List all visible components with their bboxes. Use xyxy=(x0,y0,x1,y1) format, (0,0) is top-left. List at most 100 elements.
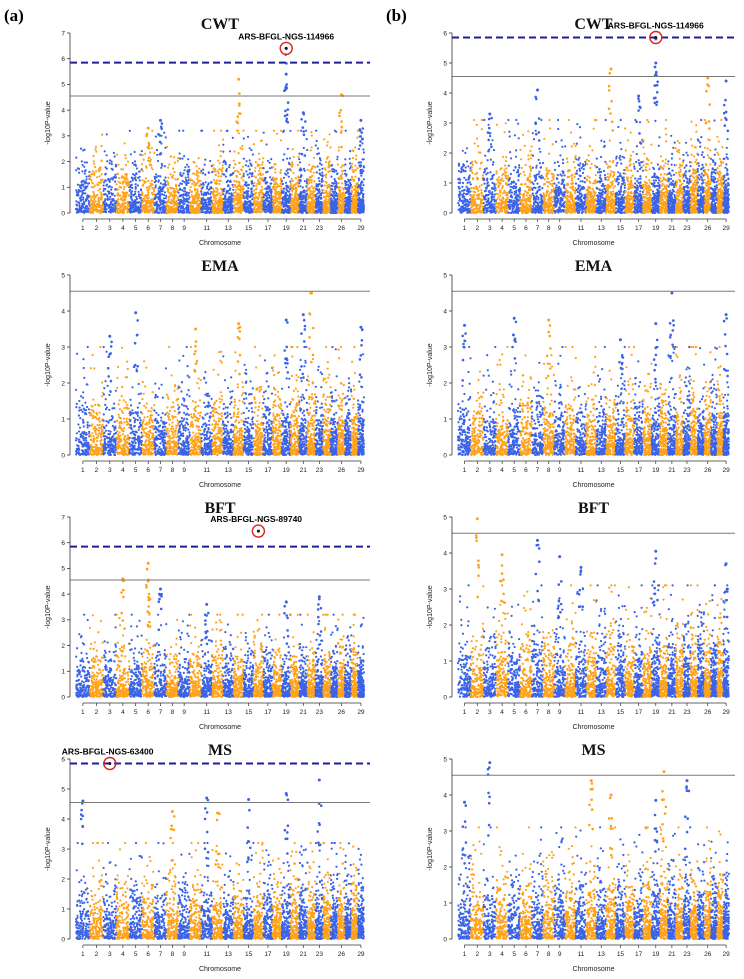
snp-point xyxy=(75,189,77,191)
snp-point xyxy=(157,175,159,177)
snp-point xyxy=(266,181,268,183)
snp-point xyxy=(217,193,219,195)
snp-point xyxy=(243,195,245,197)
snp-point xyxy=(92,182,94,184)
snp-point xyxy=(161,165,163,167)
snp-point xyxy=(197,211,199,213)
snp-point xyxy=(141,210,143,212)
snp-point xyxy=(262,198,264,200)
snp-point xyxy=(121,205,123,207)
snp-point xyxy=(81,170,83,172)
snp-point xyxy=(233,160,235,162)
snp-point xyxy=(261,186,263,188)
snp-point xyxy=(80,148,82,150)
snp-point xyxy=(254,170,256,172)
snp-point xyxy=(141,191,143,193)
snp-point xyxy=(157,198,159,200)
snp-point xyxy=(219,210,221,212)
snp-point xyxy=(261,140,263,142)
snp-point xyxy=(241,145,243,147)
snp-point xyxy=(151,180,153,182)
snp-point xyxy=(166,209,168,211)
snp-point xyxy=(138,211,140,213)
snp-point xyxy=(154,178,156,180)
snp-point xyxy=(125,195,127,197)
snp-point xyxy=(243,175,245,177)
snp-point xyxy=(208,189,210,191)
snp-point xyxy=(233,207,235,209)
snp-point xyxy=(93,198,95,200)
snp-point xyxy=(235,203,237,205)
snp-point xyxy=(231,194,233,196)
snp-point xyxy=(218,183,220,185)
snp-point xyxy=(103,190,105,192)
snp-point xyxy=(196,205,198,207)
snp-points xyxy=(75,130,365,215)
snp-point xyxy=(95,146,97,148)
snp-point xyxy=(209,198,211,200)
snp-point xyxy=(106,160,108,162)
snp-point xyxy=(176,200,178,202)
snp-point xyxy=(239,147,241,149)
snp-point xyxy=(109,162,111,164)
snp-point xyxy=(132,162,134,164)
snp-point xyxy=(143,206,145,208)
snp-point xyxy=(168,164,170,166)
snp-point xyxy=(222,164,224,166)
snp-point xyxy=(153,189,155,191)
snp-point xyxy=(220,195,222,197)
snp-point xyxy=(125,181,127,183)
snp-point xyxy=(251,188,253,190)
snp-point xyxy=(123,176,125,178)
snp-point xyxy=(161,206,163,208)
snp-point xyxy=(147,209,149,211)
snp-point xyxy=(98,175,100,177)
snp-point xyxy=(260,189,262,191)
snp-point xyxy=(212,208,214,210)
snp-point xyxy=(204,164,206,166)
snp-point xyxy=(85,182,87,184)
snp-point xyxy=(108,211,110,213)
snp-point xyxy=(88,182,90,184)
snp-point xyxy=(233,167,235,169)
snp-point xyxy=(83,203,85,205)
snp-point xyxy=(93,174,95,176)
snp-point xyxy=(109,196,111,198)
snp-point xyxy=(259,193,261,195)
snp-point xyxy=(79,190,81,192)
snp-point xyxy=(175,195,177,197)
snp-point xyxy=(79,207,81,209)
snp-point xyxy=(209,193,211,195)
snp-point xyxy=(86,194,88,196)
snp-point xyxy=(270,194,272,196)
snp-point xyxy=(247,136,249,138)
snp-point xyxy=(137,206,139,208)
snp-point xyxy=(198,157,200,159)
snp-point xyxy=(122,191,124,193)
snp-point xyxy=(168,207,170,209)
snp-point xyxy=(117,200,119,202)
snp-point xyxy=(139,176,141,178)
snp-point xyxy=(90,208,92,210)
snp-point xyxy=(193,199,195,201)
snp-point xyxy=(241,177,243,179)
snp-point xyxy=(126,208,128,210)
snp-point xyxy=(145,200,147,202)
snp-point xyxy=(195,201,197,203)
snp-point xyxy=(89,176,91,178)
snp-point xyxy=(151,130,153,132)
snp-point xyxy=(141,201,143,203)
snp-point xyxy=(102,208,104,210)
snp-point xyxy=(210,186,212,188)
snp-point xyxy=(201,207,203,209)
snp-point xyxy=(131,204,133,206)
snp-point xyxy=(213,179,215,181)
snp-point xyxy=(232,137,234,139)
snp-point xyxy=(173,194,175,196)
snp-point xyxy=(172,174,174,176)
snp-point xyxy=(217,170,219,172)
snp-point xyxy=(146,167,148,169)
snp-point xyxy=(270,188,272,190)
snp-point xyxy=(146,205,148,207)
snp-point xyxy=(105,166,107,168)
